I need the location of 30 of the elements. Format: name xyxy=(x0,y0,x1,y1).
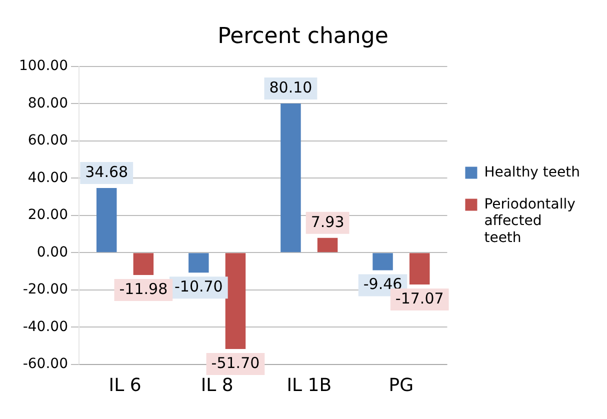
y-tick-label: -60.00 xyxy=(22,356,68,372)
y-tick-label: 100.00 xyxy=(18,58,68,74)
y-tick-label: -40.00 xyxy=(22,318,68,335)
y-tick-label: 40.00 xyxy=(28,170,68,186)
data-label: 7.93 xyxy=(310,212,344,231)
bar xyxy=(317,238,338,252)
x-tick-label: PG xyxy=(388,374,414,396)
bar xyxy=(188,253,209,273)
bar xyxy=(372,253,393,270)
bar xyxy=(96,188,117,252)
x-tick-label: IL 8 xyxy=(200,374,234,396)
x-tick-label: IL 6 xyxy=(108,374,142,396)
y-tick-label: -20.00 xyxy=(22,282,68,298)
y-tick-label: 20.00 xyxy=(28,207,68,224)
data-label: -51.70 xyxy=(211,354,260,372)
y-tick-label: 60.00 xyxy=(28,132,68,149)
data-label: -10.70 xyxy=(174,277,223,296)
bar xyxy=(280,103,301,252)
x-tick-label: IL 1B xyxy=(286,374,332,396)
bar xyxy=(133,253,154,275)
data-label: -11.98 xyxy=(119,280,168,298)
legend-label: Periodontally affected teeth xyxy=(484,196,576,246)
chart-title: Percent change xyxy=(218,24,388,49)
bar xyxy=(409,253,430,284)
y-tick-label: 80.00 xyxy=(28,95,68,112)
y-tick-label: 0.00 xyxy=(36,244,68,260)
legend-label: Healthy teeth xyxy=(484,164,580,180)
bar xyxy=(225,253,246,349)
data-label: 34.68 xyxy=(85,162,128,181)
data-label: 80.10 xyxy=(269,78,312,96)
